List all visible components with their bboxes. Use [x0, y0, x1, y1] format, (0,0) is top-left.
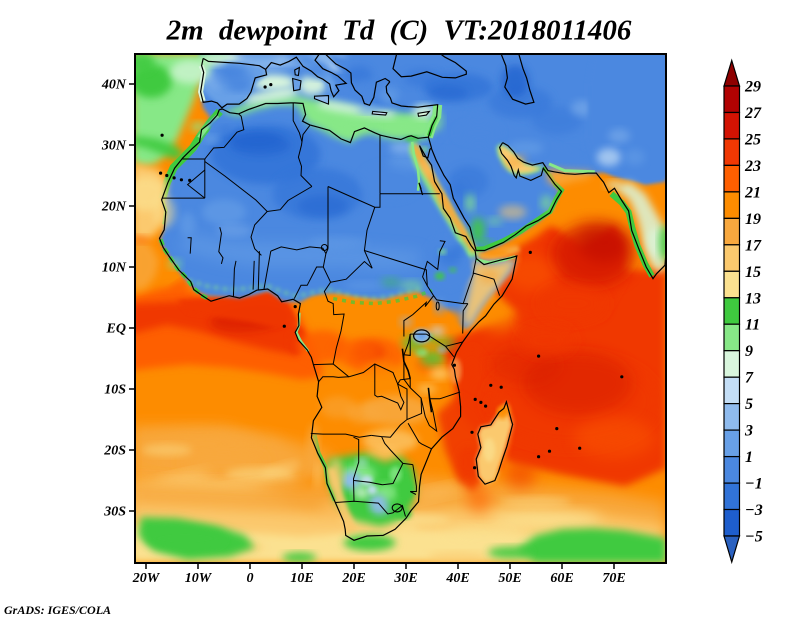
svg-text:5: 5 — [745, 396, 753, 413]
svg-text:10N: 10N — [102, 261, 127, 276]
svg-text:GrADS: IGES/COLA: GrADS: IGES/COLA — [4, 603, 111, 617]
svg-text:3: 3 — [744, 423, 753, 440]
svg-text:21: 21 — [744, 184, 761, 201]
svg-text:20S: 20S — [103, 444, 126, 459]
svg-text:25: 25 — [744, 131, 761, 148]
svg-text:30E: 30E — [393, 571, 417, 586]
svg-text:−1: −1 — [745, 476, 763, 493]
svg-text:70E: 70E — [602, 571, 625, 586]
svg-text:7: 7 — [745, 370, 754, 387]
svg-text:60E: 60E — [550, 571, 573, 586]
svg-text:1: 1 — [745, 449, 753, 466]
svg-text:23: 23 — [744, 158, 761, 175]
svg-text:20E: 20E — [341, 571, 365, 586]
svg-text:30S: 30S — [103, 505, 126, 520]
svg-text:20W: 20W — [132, 571, 161, 586]
svg-text:19: 19 — [745, 211, 761, 228]
svg-text:10S: 10S — [104, 383, 126, 398]
svg-text:9: 9 — [745, 343, 753, 360]
svg-text:20N: 20N — [101, 200, 127, 215]
svg-text:0: 0 — [247, 571, 254, 586]
svg-text:29: 29 — [744, 79, 761, 96]
svg-text:40N: 40N — [101, 78, 127, 93]
svg-text:17: 17 — [745, 237, 762, 254]
svg-text:50E: 50E — [498, 571, 521, 586]
svg-text:13: 13 — [745, 290, 761, 307]
svg-text:15: 15 — [745, 264, 761, 281]
svg-text:−5: −5 — [745, 529, 763, 546]
svg-text:30N: 30N — [101, 139, 127, 154]
svg-text:−3: −3 — [745, 502, 763, 519]
svg-text:EQ: EQ — [106, 322, 126, 337]
svg-text:11: 11 — [745, 317, 760, 334]
svg-text:40E: 40E — [445, 571, 469, 586]
svg-text:10E: 10E — [290, 571, 313, 586]
svg-text:27: 27 — [744, 105, 762, 122]
svg-text:10W: 10W — [185, 571, 213, 586]
svg-text:2m dewpoint Td (C) VT:20180114: 2m dewpoint Td (C) VT:2018011406 — [166, 15, 632, 47]
